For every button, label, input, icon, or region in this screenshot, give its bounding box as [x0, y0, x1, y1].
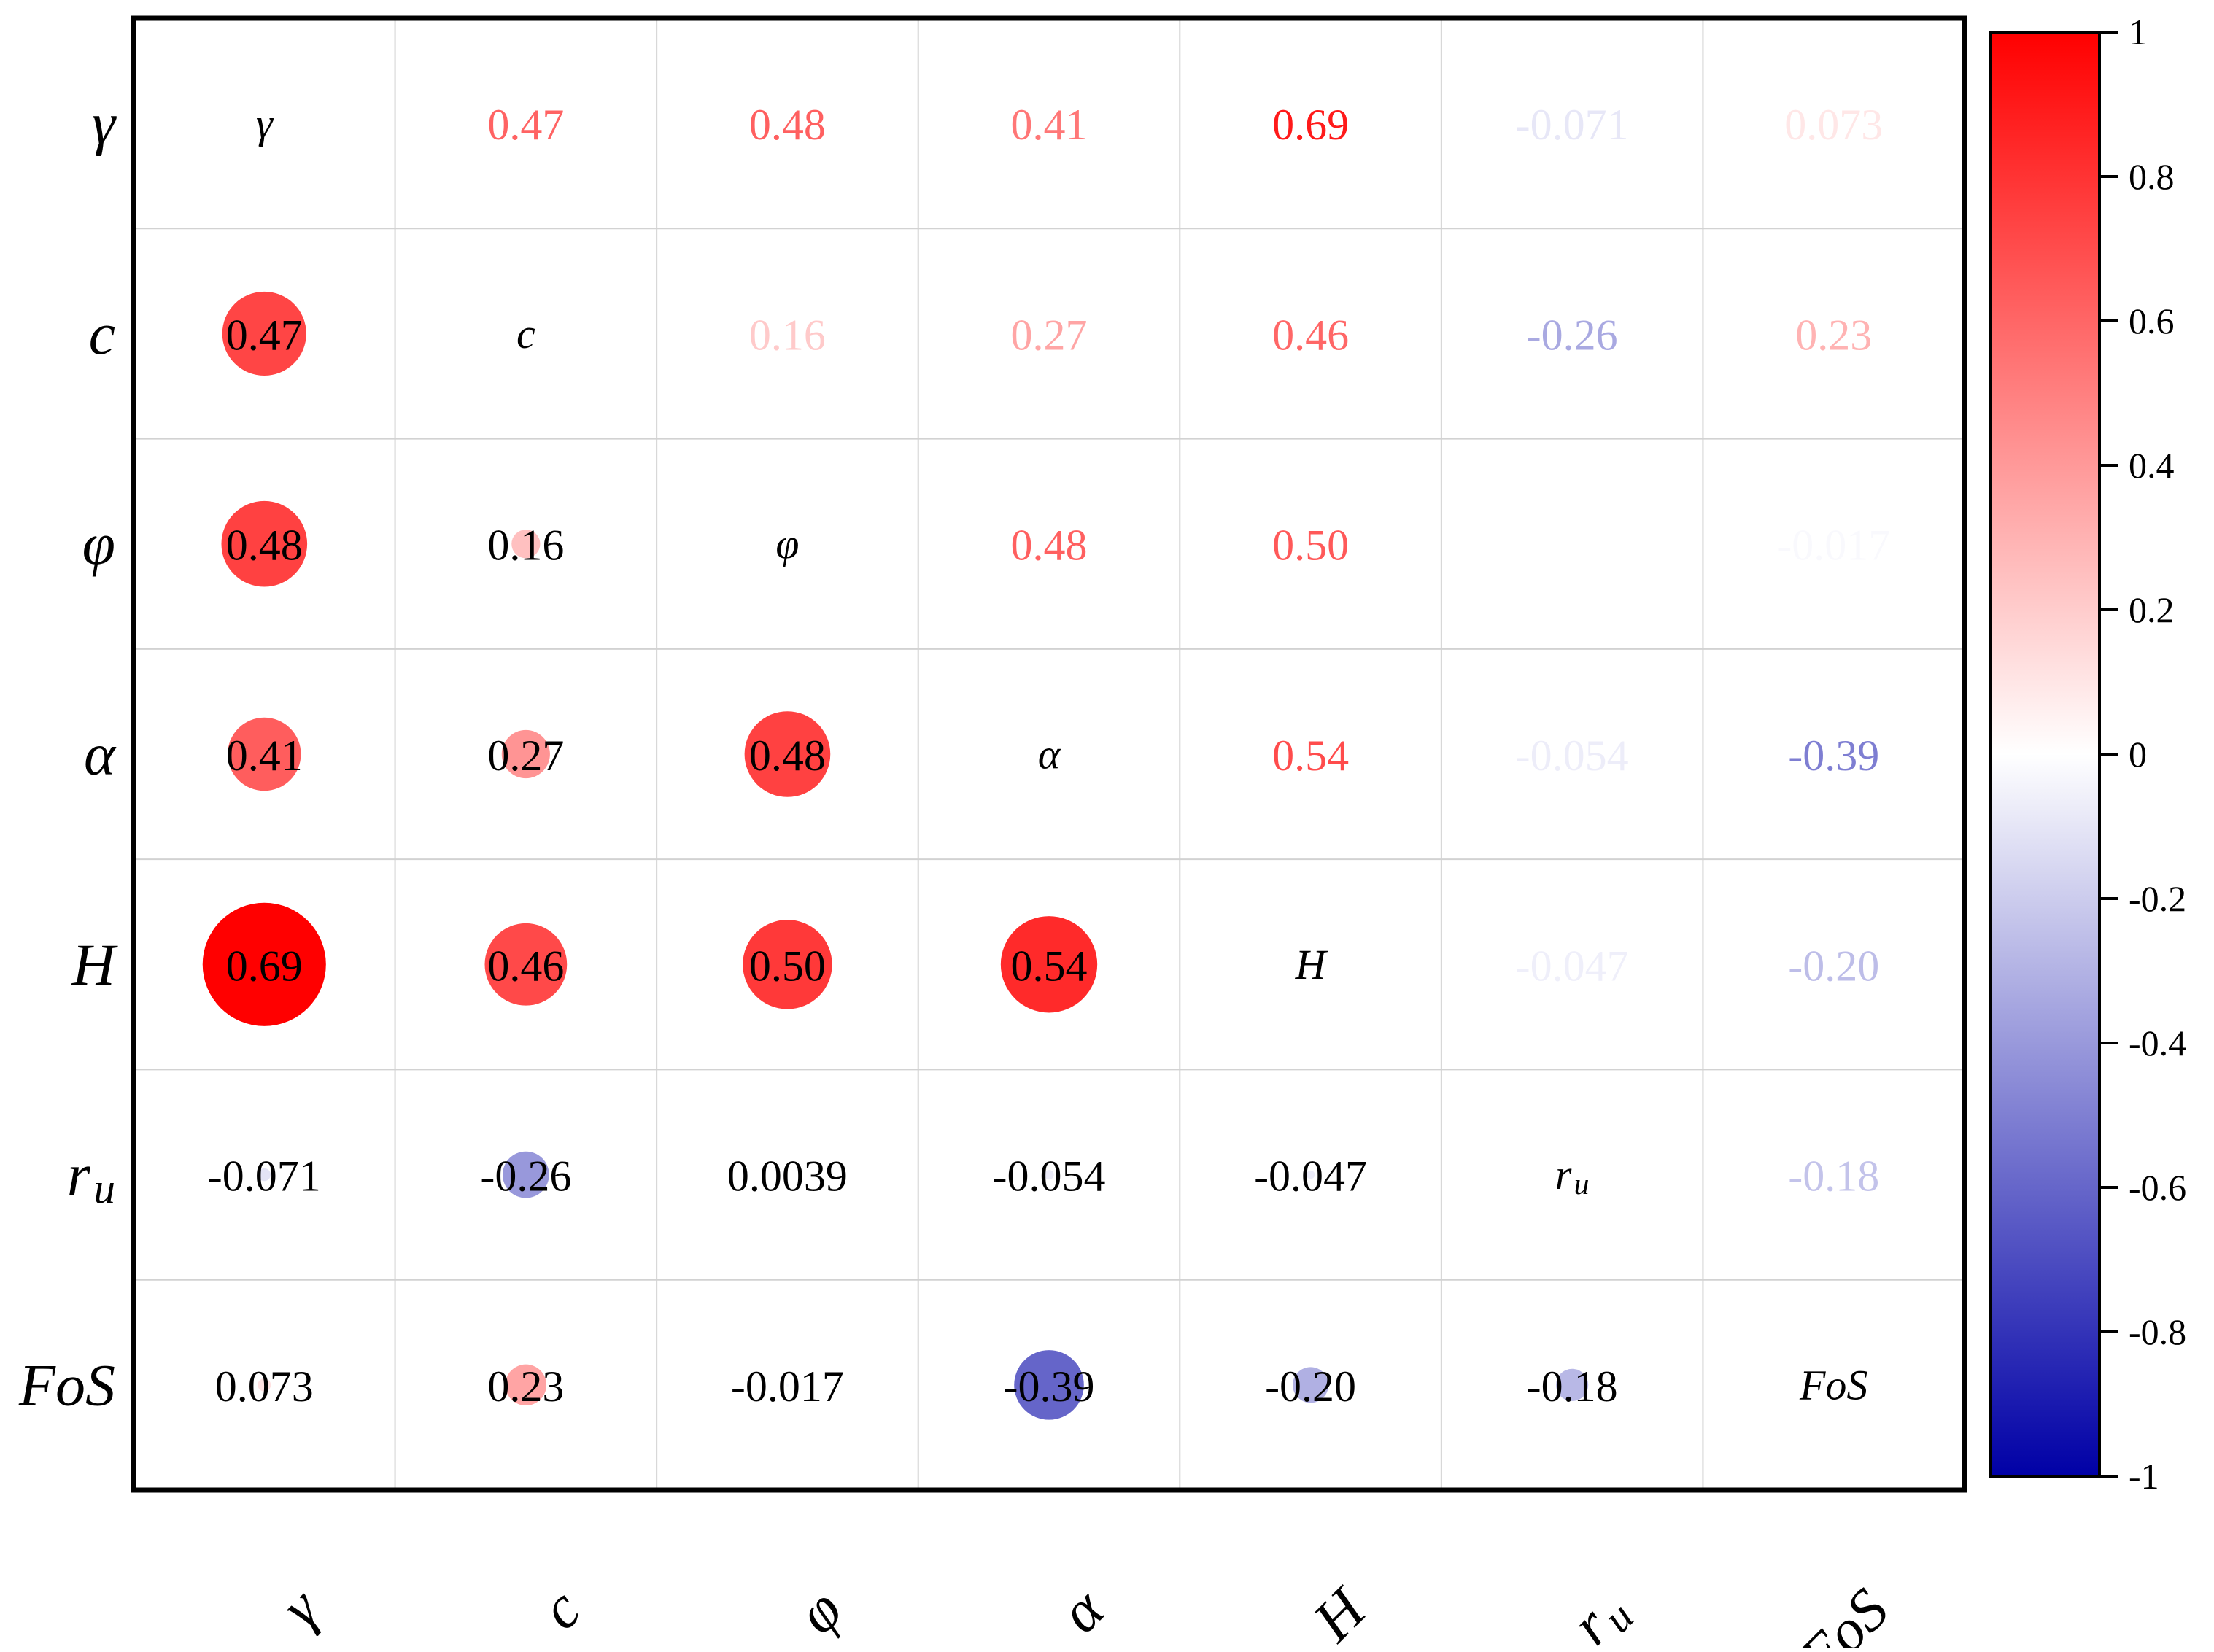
corr-value-upper: 0.23	[1795, 311, 1872, 359]
colorbar-tick-label: 0.4	[2129, 445, 2175, 486]
plot-frame	[131, 15, 1967, 1493]
corr-value: 0.0039	[727, 1152, 848, 1201]
corr-circle	[501, 729, 550, 779]
corr-value-upper: 0.41	[1011, 101, 1088, 149]
corr-value-upper: 0.48	[1011, 521, 1088, 570]
row-label: ru	[67, 1141, 115, 1212]
corr-circle	[743, 920, 832, 1009]
corr-circle	[1044, 1169, 1054, 1180]
column-label: H	[1300, 1574, 1380, 1648]
colorbar-tick-label: 0.2	[2129, 589, 2175, 630]
colorbar-tick-label: -1	[2129, 1456, 2159, 1497]
corr-circle	[786, 1383, 789, 1387]
corr-value: 0.48	[749, 732, 826, 780]
corr-value: -0.047	[1254, 1152, 1367, 1201]
corr-value: -0.26	[480, 1152, 571, 1201]
corr-circle	[744, 711, 831, 797]
corr-value-upper: -0.39	[1788, 732, 1879, 780]
corr-value-upper: -0.017	[1777, 521, 1890, 570]
colorbar-tick-label: 0	[2129, 734, 2147, 775]
corr-circle	[1556, 1368, 1589, 1401]
corr-value-upper: 0.27	[1011, 311, 1088, 359]
corr-value: 0.27	[487, 732, 564, 780]
colorbar	[1989, 31, 2101, 1478]
corr-circle	[484, 923, 568, 1006]
corr-value-upper: -0.047	[1516, 942, 1629, 990]
colorbar-tick-label: -0.2	[2129, 878, 2186, 919]
corr-value: -0.18	[1527, 1362, 1618, 1411]
corr-circle	[505, 1364, 547, 1406]
corr-value-upper: -0.20	[1788, 942, 1879, 990]
corr-value: 0.46	[487, 942, 564, 990]
column-label: φ	[784, 1576, 854, 1646]
diagonal-label: c	[516, 310, 535, 357]
corr-circle	[503, 1151, 549, 1198]
diagonal-label: α	[1038, 731, 1061, 778]
corr-circle	[511, 530, 541, 559]
corr-circle	[222, 291, 306, 376]
row-label: FoS	[18, 1352, 115, 1418]
corr-value: 0.073	[215, 1362, 314, 1411]
corr-circle	[1293, 1367, 1329, 1403]
corr-circle	[258, 1168, 271, 1182]
column-label: ru	[1558, 1576, 1643, 1648]
corr-circle	[228, 717, 301, 791]
diagonal-label: φ	[775, 520, 799, 567]
corr-circle	[258, 1378, 271, 1392]
corr-value-upper: -0.071	[1516, 101, 1629, 149]
diagonal-label: FoS	[1799, 1361, 1867, 1408]
column-label: γ	[268, 1575, 333, 1640]
corr-value: 0.50	[749, 942, 826, 990]
corr-value-upper: -0.054	[1516, 732, 1629, 780]
diagonal-label: γ	[256, 100, 274, 147]
corr-value: -0.071	[208, 1152, 321, 1201]
corr-value: 0.48	[226, 521, 303, 570]
column-label: α	[1047, 1575, 1117, 1645]
corr-value: 0.41	[226, 732, 303, 780]
row-label: H	[71, 931, 118, 998]
corr-value-upper: -0.26	[1527, 311, 1618, 359]
corr-value-upper: 0.073	[1784, 101, 1883, 149]
corr-value-upper: 0.50	[1272, 521, 1349, 570]
diagonal-label: ru	[1555, 1151, 1590, 1201]
column-label: FoS	[1785, 1576, 1900, 1648]
row-label: γ	[92, 90, 117, 157]
corr-value-upper: 0.47	[487, 101, 564, 149]
corr-value: -0.39	[1004, 1362, 1095, 1411]
corr-value: -0.054	[993, 1152, 1106, 1201]
corr-value: 0.69	[226, 942, 303, 990]
corr-value: -0.20	[1265, 1362, 1356, 1411]
corr-value: 0.47	[226, 311, 303, 359]
corr-circle	[202, 902, 326, 1026]
corr-value-upper: -0.18	[1788, 1152, 1879, 1201]
colorbar-tick-label: 0.6	[2129, 300, 2175, 341]
colorbar-tick-label: -0.6	[2129, 1167, 2186, 1208]
colorbar-tick-label: -0.8	[2129, 1311, 2186, 1352]
corr-value-upper: 0.48	[749, 101, 826, 149]
corr-circle	[1000, 916, 1098, 1013]
corr-value-upper: 0.46	[1272, 311, 1349, 359]
corr-circle	[1306, 1170, 1315, 1179]
column-label: c	[527, 1576, 593, 1642]
corr-circle	[786, 1173, 789, 1176]
corr-value: 0.54	[1011, 942, 1088, 990]
row-label: c	[89, 300, 115, 367]
corr-value: -0.017	[731, 1362, 844, 1411]
corr-value: 0.23	[487, 1362, 564, 1411]
corr-circle	[1014, 1350, 1084, 1420]
colorbar-tick-label: -0.4	[2129, 1023, 2186, 1063]
corr-value-upper: 0.16	[749, 311, 826, 359]
colorbar-tick-label: 1	[2129, 12, 2147, 53]
row-label: α	[84, 721, 117, 788]
colorbar-tick-label: 0.8	[2129, 156, 2175, 197]
diagonal-label: H	[1295, 941, 1328, 988]
corr-value-upper: 0.69	[1272, 101, 1349, 149]
corr-value-upper: 0.54	[1272, 732, 1349, 780]
corr-circle	[221, 500, 308, 587]
corr-value: 0.16	[487, 521, 564, 570]
row-label: φ	[82, 511, 115, 577]
